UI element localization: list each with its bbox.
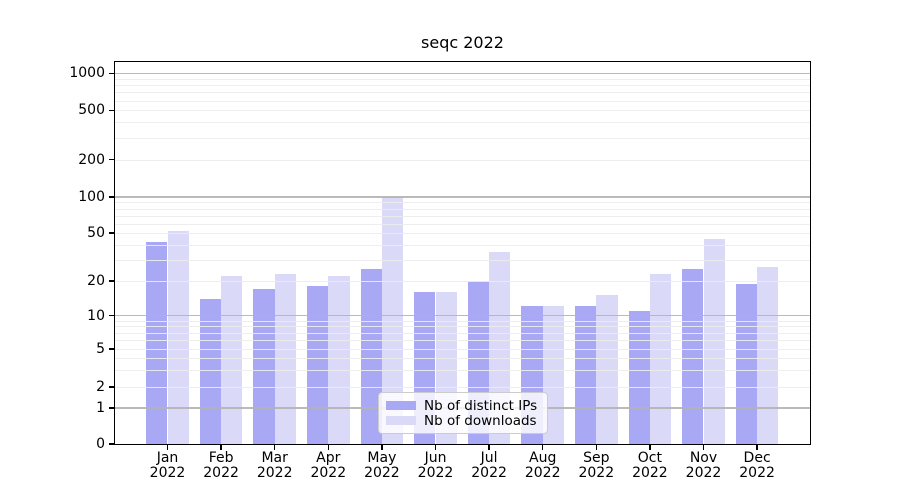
- bar-nb-of-distinct-ips-Dec-2022: [735, 283, 758, 444]
- gridline-minor-4: [115, 358, 810, 360]
- x-tick-mark-oct: [649, 444, 651, 450]
- x-tick-label-mar: Mar 2022: [256, 450, 293, 481]
- bar-nb-of-distinct-ips-Mar-2022: [253, 289, 275, 444]
- legend-swatch-downloads: [386, 415, 416, 426]
- x-tick-label-jul: Jul 2022: [471, 450, 507, 481]
- y-tick-mark-0: [109, 443, 115, 445]
- x-tick-mark-nov: [702, 444, 705, 450]
- y-tick-label-500: 500: [78, 102, 105, 119]
- y-tick-label-1: 1: [96, 400, 105, 416]
- x-tick-label-oct: Oct 2022: [632, 450, 668, 481]
- gridline-minor-400: [115, 122, 810, 124]
- gridline-minor-8: [115, 326, 810, 328]
- gridline-minor-40: [115, 244, 810, 246]
- bar-nb-of-downloads-Nov-2022: [703, 238, 725, 444]
- x-tick-mark-jun: [434, 444, 437, 450]
- gridline-minor-500: [115, 110, 810, 112]
- x-tick-mark-jul: [488, 444, 490, 450]
- x-tick-mark-aug: [542, 444, 544, 450]
- y-tick-label-5: 5: [96, 341, 105, 357]
- x-tick-label-may: May 2022: [364, 450, 400, 481]
- bar-nb-of-downloads-Apr-2022: [328, 276, 350, 444]
- y-tick-label-10: 10: [87, 307, 105, 324]
- x-tick-label-jun: Jun 2022: [417, 450, 454, 481]
- plot-area: Nb of distinct IPs Nb of downloads: [114, 61, 811, 445]
- bar-nb-of-downloads-Jan-2022: [167, 230, 189, 444]
- gridline-minor-900: [115, 78, 810, 80]
- y-tick-mark-200: [109, 159, 115, 161]
- x-tick-label-feb: Feb 2022: [203, 450, 239, 481]
- legend-item-downloads: Nb of downloads: [386, 412, 537, 429]
- gridline-minor-9: [115, 320, 810, 322]
- gridline-minor-60: [115, 223, 810, 225]
- gridline-minor-700: [115, 92, 810, 94]
- x-tick-label-jan: Jan 2022: [149, 450, 186, 481]
- bar-nb-of-distinct-ips-Nov-2022: [682, 269, 704, 444]
- y-tick-label-2: 2: [96, 379, 105, 395]
- y-tick-mark-50: [109, 232, 115, 234]
- x-tick-label-nov: Nov 2022: [685, 450, 722, 481]
- bar-nb-of-downloads-Dec-2022: [757, 267, 779, 444]
- y-tick-mark-1: [109, 407, 115, 409]
- gridline-minor-80: [115, 208, 810, 210]
- x-tick-mark-dec: [756, 444, 758, 450]
- bar-nb-of-downloads-Feb-2022: [221, 276, 243, 444]
- gridline-minor-3: [115, 370, 810, 372]
- bar-nb-of-distinct-ips-Apr-2022: [306, 286, 329, 444]
- chart-title: seqc 2022: [421, 33, 504, 52]
- gridline-minor-90: [115, 202, 810, 204]
- x-tick-mark-may: [381, 444, 383, 450]
- legend-label-ips: Nb of distinct IPs: [424, 397, 538, 414]
- gridline-minor-70: [115, 215, 810, 217]
- gridline-minor-7: [115, 332, 810, 334]
- gridline-minor-6: [115, 340, 810, 342]
- grid-layer: [115, 62, 810, 444]
- gridline-major-1000: [115, 72, 810, 74]
- gridline-minor-300: [115, 137, 810, 139]
- gridline-minor-20: [115, 281, 810, 282]
- x-tick-label-sep: Sep 2022: [578, 450, 615, 481]
- y-tick-mark-5: [109, 348, 115, 350]
- y-tick-label-50: 50: [87, 225, 105, 241]
- y-tick-label-100: 100: [78, 189, 105, 205]
- y-tick-mark-20: [109, 280, 115, 282]
- legend-item-ips: Nb of distinct IPs: [386, 397, 538, 414]
- bar-nb-of-distinct-ips-May-2022: [360, 269, 382, 444]
- legend: Nb of distinct IPs Nb of downloads: [378, 392, 549, 434]
- gridline-minor-2: [115, 387, 810, 388]
- y-tick-label-20: 20: [87, 273, 105, 289]
- x-tick-mark-feb: [220, 444, 222, 450]
- y-tick-mark-2: [109, 386, 115, 388]
- gridline-minor-200: [115, 159, 810, 161]
- gridline-minor-5: [115, 349, 810, 350]
- gridline-minor-800: [115, 85, 810, 87]
- bar-nb-of-downloads-Sep-2022: [596, 295, 618, 444]
- x-tick-mark-mar: [274, 444, 276, 450]
- x-tick-mark-jan: [166, 444, 169, 450]
- bar-nb-of-distinct-ips-Jan-2022: [146, 242, 168, 444]
- gridline-major-100: [115, 196, 810, 198]
- bar-nb-of-distinct-ips-Oct-2022: [628, 310, 650, 444]
- gridline-major-10: [115, 314, 810, 317]
- y-tick-label-1000: 1000: [69, 65, 105, 82]
- y-tick-mark-500: [109, 109, 115, 111]
- legend-swatch-ips: [386, 400, 416, 411]
- x-tick-label-dec: Dec 2022: [739, 450, 775, 481]
- gridline-minor-600: [115, 100, 810, 102]
- gridline-minor-30: [115, 259, 810, 261]
- x-tick-label-apr: Apr 2022: [310, 450, 347, 481]
- y-tick-mark-10: [109, 314, 115, 317]
- y-tick-mark-100: [109, 196, 115, 198]
- bar-nb-of-downloads-May-2022: [381, 197, 404, 444]
- y-tick-label-0: 0: [96, 436, 105, 452]
- x-tick-mark-sep: [595, 444, 597, 450]
- legend-label-downloads: Nb of downloads: [424, 412, 537, 429]
- y-tick-label-200: 200: [78, 151, 105, 168]
- gridline-minor-50: [115, 233, 810, 234]
- y-tick-mark-1000: [109, 72, 115, 74]
- x-tick-label-aug: Aug 2022: [524, 450, 561, 481]
- x-tick-mark-apr: [327, 444, 329, 450]
